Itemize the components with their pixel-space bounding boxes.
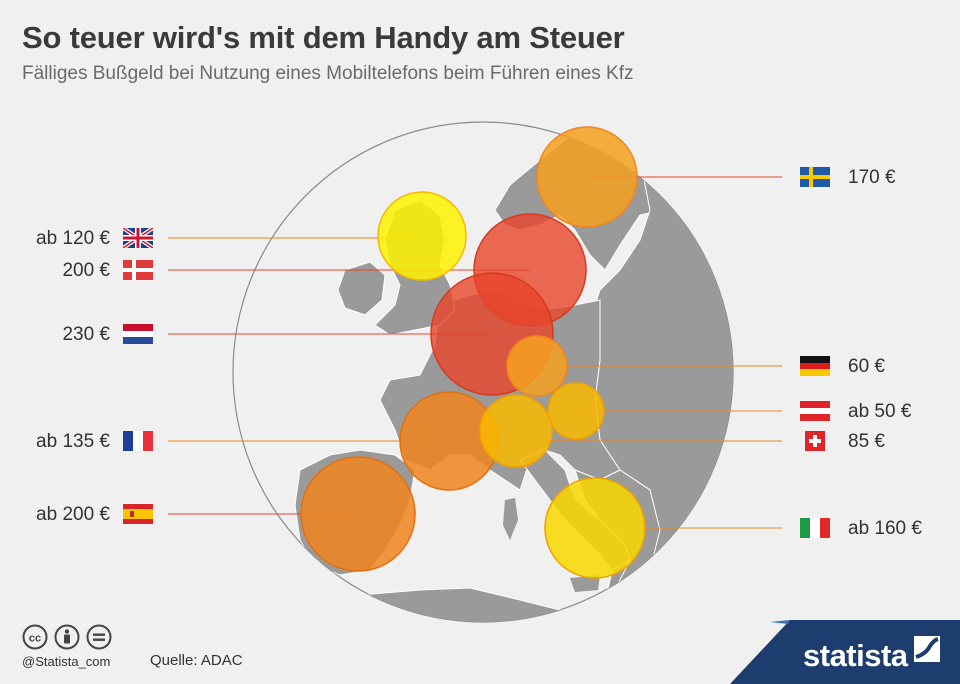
land-africa xyxy=(299,587,601,622)
bubble-sweden xyxy=(536,126,638,228)
fine-bubbles xyxy=(300,126,646,579)
source-note: Quelle: ADAC xyxy=(150,652,243,669)
brand-bar xyxy=(730,620,960,684)
connector-lines xyxy=(168,176,782,529)
page-title: So teuer wird's mit dem Handy am Steuer xyxy=(22,20,625,55)
license-icons: cc xyxy=(22,624,112,650)
netherlands-flag xyxy=(123,324,153,344)
germany-flag xyxy=(800,356,830,376)
bubble-uk xyxy=(377,191,467,281)
fine-label-switzerland: 85 € xyxy=(848,431,885,452)
fine-label-netherlands: 230 € xyxy=(62,324,110,345)
svg-text:cc: cc xyxy=(29,633,41,645)
land-sicily xyxy=(570,575,600,592)
nd-icon xyxy=(86,624,112,650)
bubble-austria xyxy=(547,382,605,440)
fine-label-germany: 60 € xyxy=(848,356,885,377)
cc-icon: cc xyxy=(22,624,48,650)
statista-logo[interactable]: statista xyxy=(803,638,908,673)
austria-flag xyxy=(800,401,830,421)
fine-label-austria: ab 50 € xyxy=(848,401,912,422)
denmark-flag xyxy=(123,260,153,280)
uk-flag xyxy=(123,228,153,248)
land-ireland xyxy=(337,261,386,316)
statista-handle[interactable]: @Statista_com xyxy=(22,654,111,669)
fine-label-italy: ab 160 € xyxy=(848,518,922,539)
fine-label-sweden: 170 € xyxy=(848,167,896,188)
france-flag xyxy=(123,431,153,451)
statista-logo-icon xyxy=(914,636,940,662)
bubble-spain xyxy=(300,456,416,572)
fine-label-spain: ab 200 € xyxy=(36,504,110,525)
bubble-switzerland xyxy=(479,394,553,468)
fine-label-uk: ab 120 € xyxy=(36,228,110,249)
switzerland-flag xyxy=(805,431,825,451)
bubble-italy xyxy=(544,477,646,579)
fine-label-denmark: 200 € xyxy=(62,260,110,281)
fine-label-france: ab 135 € xyxy=(36,431,110,452)
italy-flag xyxy=(800,518,830,538)
bubble-germany xyxy=(506,335,568,397)
spain-flag xyxy=(123,504,153,524)
land-corsica xyxy=(503,498,518,540)
sweden-flag xyxy=(800,167,830,187)
page-subtitle: Fälliges Bußgeld bei Nutzung eines Mobil… xyxy=(22,63,634,84)
by-icon xyxy=(54,624,80,650)
